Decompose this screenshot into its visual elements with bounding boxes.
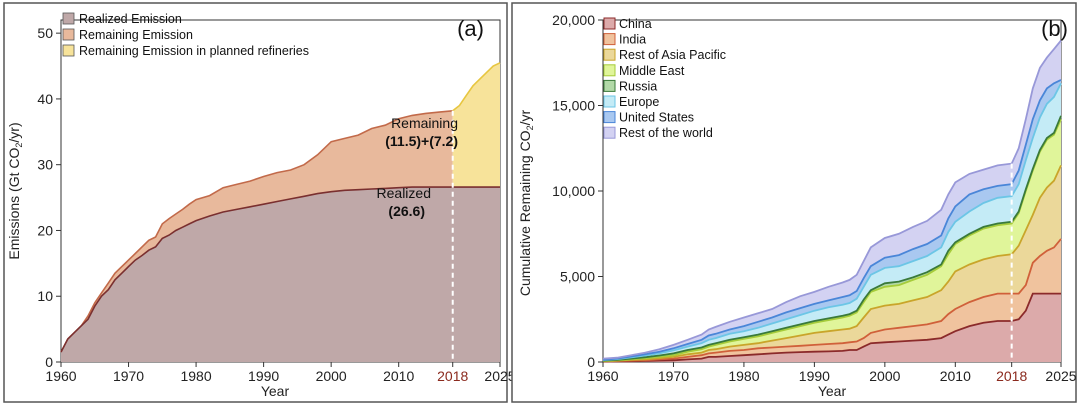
stack-line-europe: [602, 82, 1062, 361]
x-tick-label: 1990: [799, 368, 830, 384]
stack-line-middle-east: [602, 118, 1062, 362]
panel-b-cumulative-chart: 1960 1970 1980 1990 2000 2010 2018 2025 0 5,000 10…: [511, 2, 1077, 403]
annotation-remaining-value: (11.5)+(7.2): [385, 133, 458, 149]
legend-swatch: [62, 28, 75, 41]
stack-line-russia: [602, 115, 1062, 362]
legend-swatch: [603, 64, 616, 77]
x-tick-label: 1980: [728, 368, 759, 384]
panel-a-legend: Realized Emission Remaining Emission Remai…: [62, 12, 309, 58]
legend-label: Rest of Asia Pacific: [619, 48, 726, 62]
panel-a-label: (a): [457, 16, 484, 41]
legend-label: China: [619, 17, 652, 31]
y-tick-label: 40: [37, 91, 53, 107]
legend-swatch: [603, 48, 616, 61]
stack-area-middle-east: [603, 119, 1061, 362]
panel-a-areas: [60, 62, 501, 363]
legend-swatch: [603, 111, 616, 124]
stack-line-india: [602, 238, 1062, 363]
y-tick-label: 10: [37, 288, 53, 304]
x-tick-label: 1970: [658, 368, 689, 384]
stack-area-india: [603, 238, 1061, 362]
y-tick-label: 0: [45, 354, 53, 370]
y-tick-label: 0: [587, 354, 595, 370]
stack-area-united-states: [603, 79, 1061, 361]
x-tick-label: 1960: [45, 368, 76, 384]
stack-area-europe: [603, 83, 1061, 361]
legend-label: India: [619, 33, 646, 47]
panel-b-y-axis-label: Cumulative Remaining CO2/yr: [517, 110, 535, 297]
legend-swatch: [603, 126, 616, 139]
legend-label: Remaining Emission in planned refineries: [79, 44, 309, 58]
stack-line-united-states: [602, 79, 1062, 361]
x-tick-label: 1960: [587, 368, 618, 384]
x-tick-label: 2010: [940, 368, 971, 384]
panel-a-x-axis-label: Year: [261, 383, 290, 399]
planned-refineries-line: [452, 62, 501, 112]
legend-swatch: [603, 33, 616, 46]
panel-b-areas: [602, 39, 1062, 363]
stack-area-rest-of-the-world: [603, 40, 1061, 360]
x-tick-label: 1980: [180, 368, 211, 384]
legend-swatch: [603, 95, 616, 108]
legend-swatch: [62, 12, 75, 25]
stack-line-rest-of-the-world: [602, 39, 1062, 360]
annotation-realized-title: Realized: [377, 185, 431, 201]
x-tick-label: 2025: [484, 368, 515, 384]
annotation-remaining-title: Remaining: [391, 115, 458, 131]
stack-line-china: [602, 292, 1061, 363]
legend-label: Russia: [619, 79, 657, 93]
y-tick-label: 20,000: [552, 12, 595, 28]
y-tick-label: 50: [37, 25, 53, 41]
legend-label: Realized Emission: [79, 12, 182, 26]
panel-b-x-axis-label: Year: [818, 383, 847, 399]
x-tick-label: 2000: [869, 368, 900, 384]
stack-area-china: [603, 293, 1061, 362]
y-tick-label: 10,000: [552, 183, 595, 199]
y-tick-label: 15,000: [552, 98, 595, 114]
realized-emission-line: [60, 186, 500, 353]
legend-label: Middle East: [619, 64, 685, 78]
x-tick-label: 1970: [113, 368, 144, 384]
panel-a-y-axis-label: Emissions (Gt CO2/yr): [6, 122, 24, 259]
stack-area-rest-of-asia-pacific: [603, 165, 1061, 362]
x-tick-label: 2018: [437, 368, 468, 384]
annotation-realized-value: (26.6): [388, 203, 425, 219]
legend-swatch: [603, 79, 616, 92]
realized-emission-area: [61, 187, 500, 362]
legend-label: United States: [619, 111, 694, 125]
legend-swatch: [603, 17, 616, 30]
remaining-emission-line: [60, 110, 453, 353]
x-tick-label: 1990: [248, 368, 279, 384]
legend-label: Europe: [619, 95, 659, 109]
y-tick-label: 5,000: [560, 269, 595, 285]
x-tick-label: 2010: [383, 368, 414, 384]
legend-label: Rest of the world: [619, 126, 713, 140]
x-tick-label: 2000: [316, 368, 347, 384]
x-tick-label: 2025: [1045, 368, 1076, 384]
stack-line-rest-of-asia-pacific: [602, 165, 1062, 363]
panel-a-emissions-chart: 1960 1970 1980 1990 2000 2010 2018 2025 0 10 20 30 4…: [3, 2, 516, 403]
x-tick-label: 2018: [996, 368, 1027, 384]
panel-b-axes: 1960 1970 1980 1990 2000 2010 2018 2025 0 5,000 10…: [552, 12, 1077, 384]
legend-label: Remaining Emission: [79, 28, 193, 42]
y-tick-label: 20: [37, 222, 53, 238]
panel-b-label: (b): [1041, 16, 1068, 41]
legend-swatch: [62, 44, 75, 57]
y-tick-label: 30: [37, 157, 53, 173]
panel-a-axes: 1960 1970 1980 1990 2000 2010 2018 2025 0 10 20 30 4…: [37, 25, 515, 384]
